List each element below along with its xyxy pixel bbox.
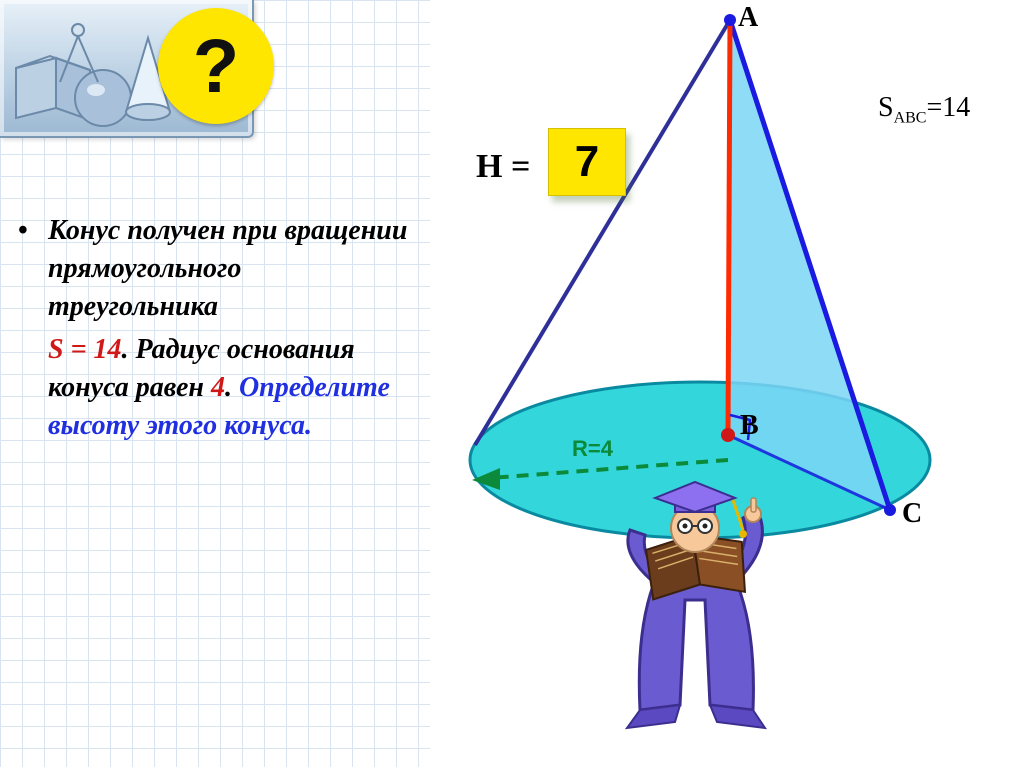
bullet-dot: • xyxy=(18,212,48,325)
question-mark: ? xyxy=(193,23,239,110)
answer-box: 7 xyxy=(548,128,626,196)
problem-s-eq-pre: S = xyxy=(48,334,94,365)
question-badge: ? xyxy=(158,8,274,124)
s-sub: ABC xyxy=(894,110,927,127)
s-eq: =14 xyxy=(926,92,970,123)
s-label: SABC=14 xyxy=(878,92,970,128)
answer-value: 7 xyxy=(575,137,599,187)
problem-line2-end: . xyxy=(225,372,232,403)
h-label: H = xyxy=(476,148,530,186)
problem-line1: Конус получен при вращении прямоугольног… xyxy=(48,212,418,325)
h-text: H = xyxy=(476,148,530,185)
problem-s-val: 14 xyxy=(94,334,122,365)
s-letter: S xyxy=(878,92,894,123)
problem-text: • Конус получен при вращении прямоугольн… xyxy=(18,212,418,445)
problem-r-val: 4 xyxy=(211,372,225,403)
vertex-b-label: В xyxy=(740,410,759,442)
left-panel: ? • Конус получен при вращении прямоугол… xyxy=(0,0,430,767)
vertex-a-label: А xyxy=(738,2,758,34)
radius-label: R=4 xyxy=(572,436,613,462)
vertex-c-label: С xyxy=(902,498,922,530)
right-panel: H = 7 SABC=14 А В С R=4 xyxy=(430,0,1024,767)
